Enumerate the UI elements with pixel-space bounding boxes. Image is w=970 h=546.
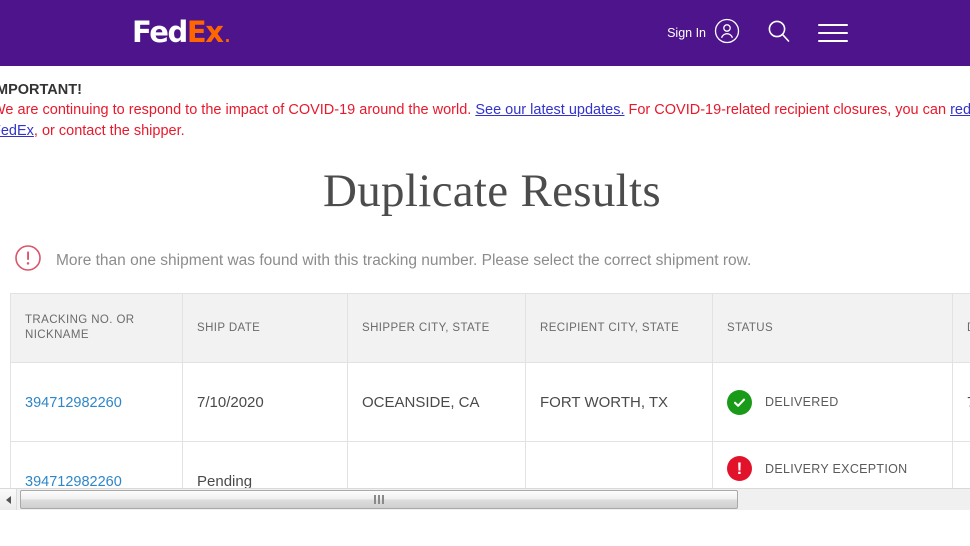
cell-tracking: 394712982260 bbox=[10, 362, 183, 442]
redirect-packages-link[interactable]: redirect packages bbox=[950, 102, 970, 118]
scroll-left-arrow-icon[interactable] bbox=[0, 489, 17, 510]
table-body: 394712982260 7/10/2020 OCEANSIDE, CA FOR… bbox=[10, 362, 970, 500]
ask-fedex-link[interactable]: Ask FedEx bbox=[0, 123, 34, 139]
column-header-status[interactable]: STATUS bbox=[712, 293, 953, 363]
table-row[interactable]: 394712982260 7/10/2020 OCEANSIDE, CA FOR… bbox=[10, 362, 970, 442]
column-header-ship-date[interactable]: SHIP DATE bbox=[182, 293, 348, 363]
cell-delivery-date: 7/14/2020 11:03 pm bbox=[952, 362, 970, 442]
column-header-delivery-date[interactable]: DELIVERY DATE bbox=[952, 293, 970, 363]
browser-viewport: FedEx. Sign In bbox=[0, 0, 970, 500]
duplicate-notice-text: More than one shipment was found with th… bbox=[56, 251, 752, 269]
covid-text-1: We are continuing to respond to the impa… bbox=[0, 102, 476, 118]
duplicate-notice: More than one shipment was found with th… bbox=[0, 218, 970, 293]
exception-alert-icon: ! bbox=[727, 456, 752, 481]
table-head: TRACKING NO. OR NICKNAME SHIP DATE SHIPP… bbox=[10, 293, 970, 363]
horizontal-scrollbar[interactable] bbox=[0, 488, 970, 510]
results-table-wrap: TRACKING NO. OR NICKNAME SHIP DATE SHIPP… bbox=[0, 293, 970, 500]
covid-text-2: For COVID-19-related recipient closures,… bbox=[624, 102, 951, 118]
status-label: DELIVERED bbox=[765, 395, 839, 409]
scrollbar-grip-icon bbox=[374, 495, 384, 504]
logo-registered-dot: . bbox=[224, 28, 231, 46]
header-actions: Sign In bbox=[667, 0, 848, 66]
logo-ex-text: Ex bbox=[186, 15, 224, 49]
covid-text-4: , or contact the shipper. bbox=[33, 123, 185, 139]
page-document: FedEx. Sign In bbox=[0, 0, 970, 500]
cell-status: DELIVERED bbox=[712, 362, 953, 442]
delivered-check-icon bbox=[727, 389, 752, 415]
cell-recipient-city: FORT WORTH, TX bbox=[525, 362, 713, 442]
column-header-tracking[interactable]: TRACKING NO. OR NICKNAME bbox=[10, 293, 183, 363]
search-icon[interactable] bbox=[766, 18, 792, 49]
column-header-shipper-city[interactable]: SHIPPER CITY, STATE bbox=[347, 293, 526, 363]
latest-updates-link[interactable]: See our latest updates. bbox=[475, 102, 625, 118]
person-icon bbox=[714, 18, 740, 49]
page-title: Duplicate Results bbox=[323, 165, 661, 217]
page-bottom-area bbox=[0, 510, 970, 546]
column-header-recipient-city[interactable]: RECIPIENT CITY, STATE bbox=[525, 293, 713, 363]
site-header: FedEx. Sign In bbox=[0, 0, 970, 66]
fedex-logo[interactable]: FedEx. bbox=[132, 18, 230, 47]
hamburger-menu-icon[interactable] bbox=[818, 24, 848, 42]
sign-in-label: Sign In bbox=[667, 26, 706, 40]
status-label: DELIVERY EXCEPTION bbox=[765, 461, 908, 476]
cell-delivery-date bbox=[952, 441, 970, 500]
covid-alert-banner: IMPORTANT! We are continuing to respond … bbox=[0, 66, 970, 142]
cell-ship-date: 7/10/2020 bbox=[182, 362, 348, 442]
duplicate-results-table: TRACKING NO. OR NICKNAME SHIP DATE SHIPP… bbox=[10, 293, 970, 500]
cell-shipper-city: OCEANSIDE, CA bbox=[347, 362, 526, 442]
alert-circle-icon bbox=[14, 244, 42, 277]
covid-banner-title: IMPORTANT! bbox=[0, 82, 82, 98]
tracking-number-link[interactable]: 394712982260 bbox=[25, 394, 122, 411]
sign-in-button[interactable]: Sign In bbox=[667, 18, 740, 49]
tracking-number-link[interactable]: 394712982260 bbox=[25, 473, 122, 490]
table-header-row: TRACKING NO. OR NICKNAME SHIP DATE SHIPP… bbox=[10, 293, 970, 363]
covid-banner-body: We are continuing to respond to the impa… bbox=[0, 100, 970, 142]
logo-fed-text: Fed bbox=[132, 15, 188, 49]
scrollbar-thumb[interactable] bbox=[20, 490, 738, 509]
